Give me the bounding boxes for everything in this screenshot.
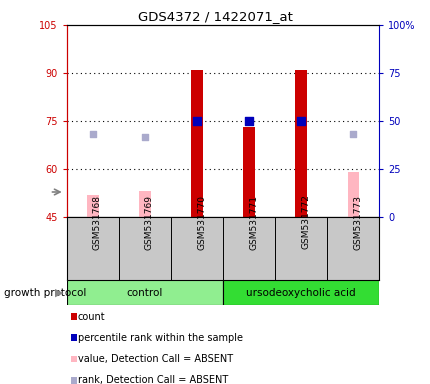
Point bbox=[89, 131, 96, 137]
Text: GSM531769: GSM531769 bbox=[144, 195, 154, 250]
Point bbox=[193, 118, 200, 124]
Text: control: control bbox=[126, 288, 163, 298]
Bar bbox=[139, 191, 150, 217]
Text: count: count bbox=[77, 312, 105, 322]
Point bbox=[297, 118, 304, 124]
Bar bbox=[87, 195, 98, 217]
Text: percentile rank within the sample: percentile rank within the sample bbox=[77, 333, 242, 343]
Text: GSM531768: GSM531768 bbox=[92, 195, 101, 250]
Bar bbox=[191, 70, 202, 217]
Point bbox=[349, 131, 356, 137]
Point bbox=[245, 118, 252, 124]
Point bbox=[141, 134, 148, 140]
Text: GSM531773: GSM531773 bbox=[353, 195, 361, 250]
Text: value, Detection Call = ABSENT: value, Detection Call = ABSENT bbox=[77, 354, 232, 364]
Text: ▶: ▶ bbox=[55, 288, 63, 298]
Text: growth protocol: growth protocol bbox=[4, 288, 86, 298]
Bar bbox=[243, 127, 254, 217]
Text: GSM531772: GSM531772 bbox=[301, 195, 310, 250]
Text: rank, Detection Call = ABSENT: rank, Detection Call = ABSENT bbox=[77, 375, 227, 384]
Bar bbox=[347, 172, 358, 217]
Text: GDS4372 / 1422071_at: GDS4372 / 1422071_at bbox=[138, 10, 292, 23]
Bar bbox=[223, 280, 378, 305]
Text: ursodeoxycholic acid: ursodeoxycholic acid bbox=[246, 288, 355, 298]
Bar bbox=[295, 70, 306, 217]
Bar bbox=[67, 280, 223, 305]
Text: GSM531771: GSM531771 bbox=[249, 195, 258, 250]
Text: GSM531770: GSM531770 bbox=[197, 195, 206, 250]
